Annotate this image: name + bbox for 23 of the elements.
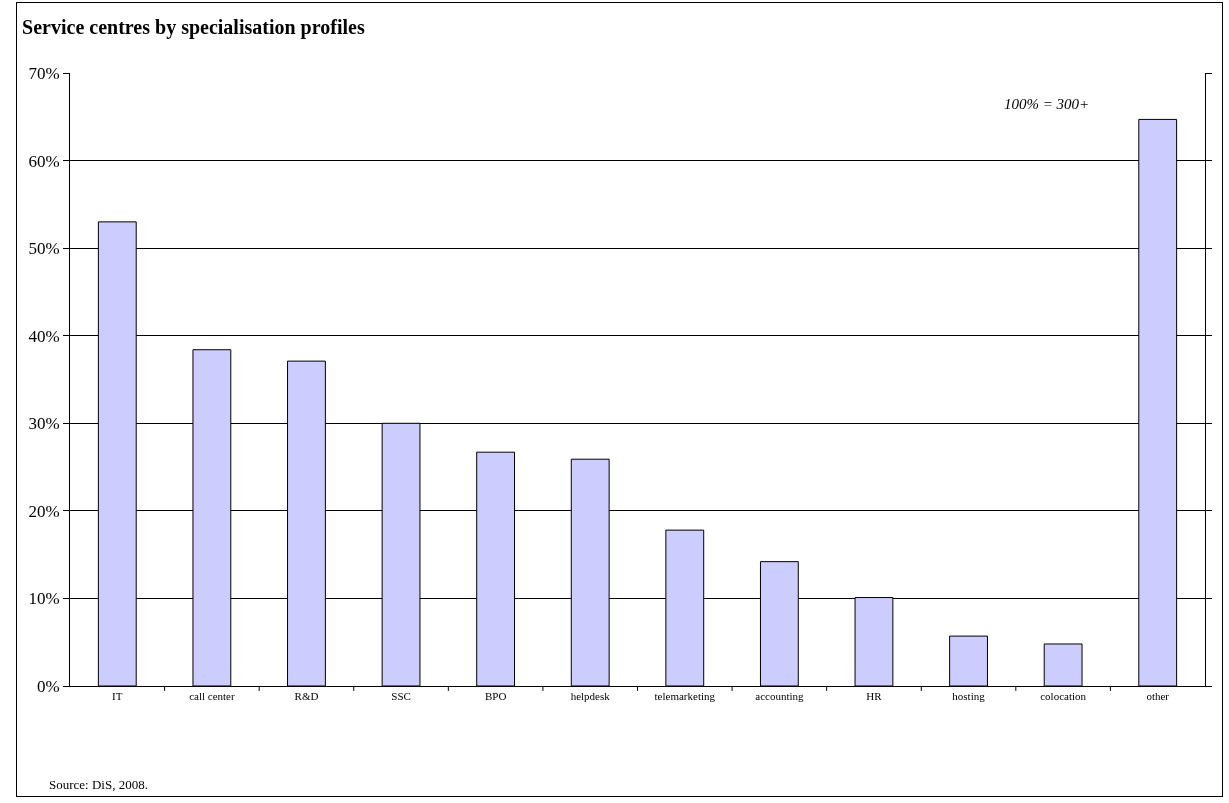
x-tick-label: call center [189, 690, 235, 703]
y-tick-label: 20% [28, 501, 60, 521]
x-tick-label: accounting [755, 690, 804, 703]
x-tick-label: SSC [391, 690, 411, 703]
x-tick-label: other [1146, 690, 1170, 703]
x-tick-label: colocation [1040, 690, 1087, 703]
y-tick-label: 60% [28, 151, 60, 171]
x-tick-label: BPO [484, 690, 507, 703]
x-tick-label: HR [866, 690, 883, 703]
x-tick-label: telemarketing [654, 690, 716, 703]
y-tick-label: 40% [28, 326, 60, 346]
x-tick-label: helpdesk [570, 690, 611, 703]
y-tick-label: 0% [36, 676, 60, 696]
source-note: Source: DiS, 2008. [49, 777, 148, 792]
x-tick-label: IT [112, 690, 123, 703]
chart-title: Service centres by specialisation profiles [22, 16, 365, 40]
y-tick-label: 50% [28, 239, 60, 259]
y-tick-label: 10% [28, 589, 60, 609]
x-tick-label: hosting [952, 690, 986, 703]
x-tick-label: R&D [294, 690, 319, 703]
y-tick-label: 30% [28, 414, 60, 434]
annotation: 100% = 300+ [1004, 96, 1090, 112]
y-tick-label: 70% [28, 63, 60, 83]
